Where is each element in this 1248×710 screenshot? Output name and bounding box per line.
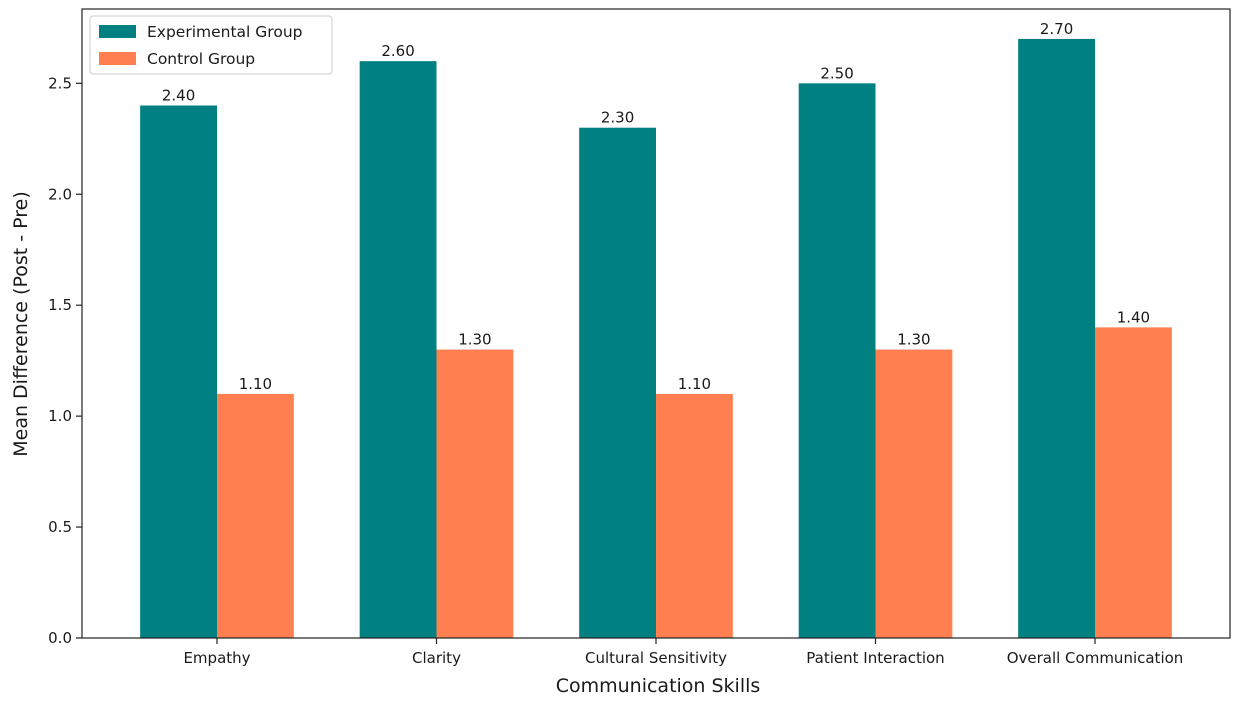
y-tick-label: 2.5 [48,74,72,92]
y-tick-label: 1.5 [48,296,72,314]
x-tick-label-empathy: Empathy [183,649,250,667]
value-label-control-group-patient-interaction: 1.30 [897,331,930,349]
y-tick-label: 0.0 [48,629,72,647]
bar-control-group-overall-communication [1095,327,1172,638]
bar-experimental-group-cultural-sensitivity [579,127,656,638]
bar-control-group-clarity [436,349,514,638]
bar-experimental-group-clarity [359,61,437,638]
x-tick-label-overall-communication: Overall Communication [1007,649,1184,667]
legend-swatch-control-group [99,52,136,65]
legend: Experimental Group Control Group [89,15,333,75]
x-axis: Empathy Clarity Cultural Sensitivity Patien… [183,638,1183,667]
y-tick-label: 2.0 [48,185,72,203]
bar-experimental-group-patient-interaction [798,83,876,638]
bar-control-group-patient-interaction [875,349,953,638]
legend-box [89,15,333,75]
bar-experimental-group-overall-communication [1018,38,1096,638]
value-label-experimental-group-empathy: 2.40 [162,87,195,105]
bar-value-labels: 2.40 2.60 2.30 2.50 2.70 1.10 1.30 1.10 1.30 1.40 [162,20,1150,393]
legend-label-experimental-group: Experimental Group [147,23,302,41]
bar-experimental-group-empathy [140,105,217,638]
value-label-control-group-overall-communication: 1.40 [1117,308,1150,326]
value-label-experimental-group-overall-communication: 2.70 [1040,20,1073,38]
bar-control-group-cultural-sensitivity [656,393,733,638]
y-tick-label: 0.5 [48,518,72,536]
y-axis: 0.0 0.5 1.0 1.5 2.0 2.5 [48,74,82,647]
legend-label-control-group: Control Group [147,50,255,68]
x-axis-title: Communication Skills [556,675,761,697]
value-label-experimental-group-cultural-sensitivity: 2.30 [601,109,634,127]
x-tick-label-patient-interaction: Patient Interaction [806,649,944,667]
x-tick-label-cultural-sensitivity: Cultural Sensitivity [585,649,727,667]
bars-layer [140,38,1172,638]
y-axis-title: Mean Difference (Post - Pre) [10,191,32,457]
bar-control-group-empathy [216,393,294,638]
value-label-control-group-clarity: 1.30 [458,331,491,349]
value-label-control-group-cultural-sensitivity: 1.10 [678,375,711,393]
value-label-experimental-group-clarity: 2.60 [381,42,414,60]
x-tick-label-clarity: Clarity [412,649,461,667]
value-label-control-group-empathy: 1.10 [239,375,272,393]
y-tick-label: 1.0 [48,407,72,425]
legend-swatch-experimental-group [99,25,136,38]
value-label-experimental-group-patient-interaction: 2.50 [820,64,853,82]
